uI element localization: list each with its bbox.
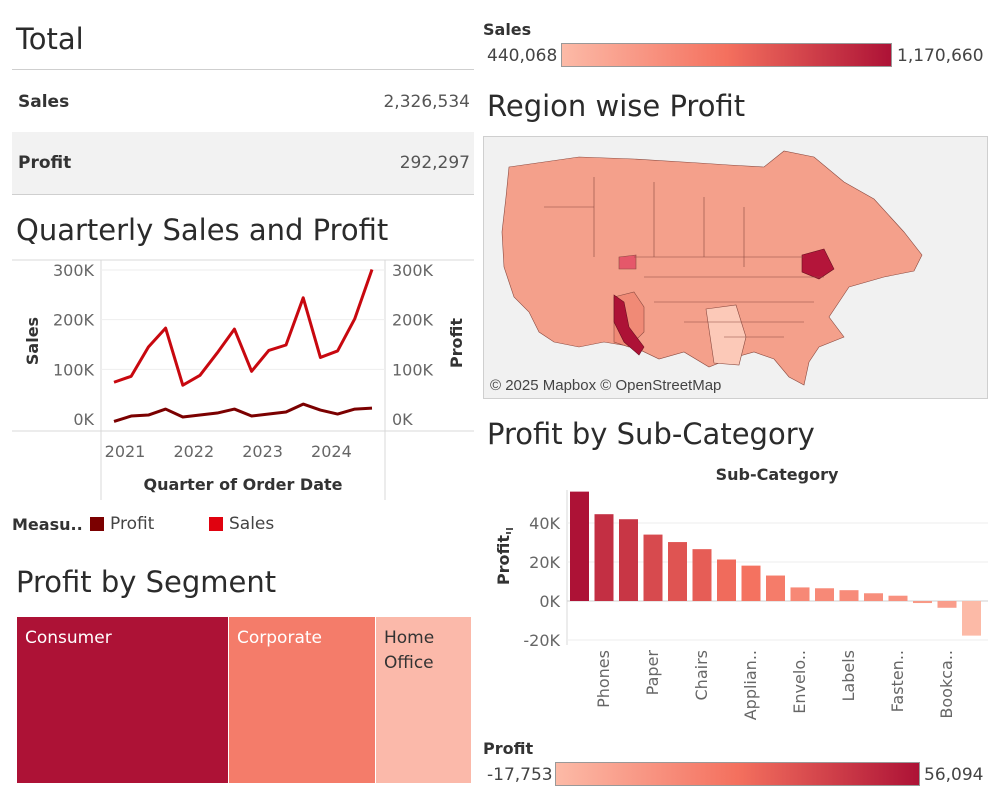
region-map-canvas bbox=[501, 150, 923, 386]
total-sales-row[interactable]: Sales 2,326,534 bbox=[12, 72, 474, 130]
treemap-cell-consumer[interactable]: Consumer bbox=[17, 617, 228, 783]
subcat-bar bbox=[962, 601, 981, 636]
legend-swatch-profit bbox=[90, 517, 104, 531]
quarterly-chart[interactable]: 300K 200K 100K 0K 300K 200K 100K 0K 2021 2022 20… bbox=[0, 255, 480, 505]
quarterly-xtick: 2022 bbox=[173, 442, 214, 461]
profit-legend-gradient bbox=[555, 762, 920, 786]
subcat-bar bbox=[668, 542, 687, 601]
profit-legend-max: 56,094 bbox=[924, 765, 984, 785]
map-borders bbox=[544, 177, 824, 338]
subcat-xlabel: Labels bbox=[839, 650, 858, 702]
profit-series-line bbox=[113, 402, 373, 423]
subcat-xlabel: Chairs bbox=[692, 650, 711, 700]
map-land bbox=[501, 150, 923, 386]
quarterly-ylabel-right: Profit bbox=[447, 318, 466, 368]
subcat-bar bbox=[643, 534, 663, 601]
quarterly-xtick: 2021 bbox=[105, 442, 146, 461]
subcat-bar bbox=[864, 593, 883, 601]
subcat-bar bbox=[741, 565, 761, 601]
treemap-cell-home-office[interactable]: Home Office bbox=[376, 617, 471, 783]
subcat-xlabel: Paper bbox=[643, 650, 662, 696]
subcat-ytick: 40K bbox=[529, 514, 560, 533]
treemap-label-corporate: Corporate bbox=[237, 628, 322, 648]
legend-swatch-sales bbox=[209, 517, 223, 531]
map-attribution[interactable]: © 2025 Mapbox © OpenStreetMap bbox=[490, 377, 722, 394]
sales-legend-gradient bbox=[561, 43, 892, 67]
legend-title: Measu.. bbox=[12, 515, 83, 534]
subcat-bar bbox=[790, 587, 810, 601]
quarterly-ytick-left: 200K bbox=[53, 311, 95, 330]
map-state-light bbox=[705, 304, 747, 366]
profit-legend-title: Profit bbox=[483, 739, 534, 758]
quarterly-xlabel: Quarter of Order Date bbox=[144, 475, 343, 494]
subcat-ytick: -20K bbox=[523, 631, 560, 650]
treemap-label-consumer: Consumer bbox=[25, 628, 112, 648]
sales-legend-max: 1,170,660 bbox=[897, 46, 984, 66]
quarterly-ylabel-left: Sales bbox=[23, 317, 42, 365]
sort-icon bbox=[506, 528, 513, 534]
legend-item-profit[interactable]: Profit bbox=[88, 512, 178, 536]
subcat-ytick: 0K bbox=[539, 592, 560, 611]
subcat-xlabel: Bookca.. bbox=[937, 650, 956, 719]
sales-legend-min: 440,068 bbox=[487, 46, 558, 66]
total-title: Total bbox=[16, 22, 84, 56]
segment-title: Profit by Segment bbox=[16, 565, 277, 599]
subcat-ylabel: Profit bbox=[494, 535, 513, 585]
legend-label-profit: Profit bbox=[110, 514, 155, 534]
quarterly-xtick: 2023 bbox=[242, 442, 283, 461]
total-sales-label: Sales bbox=[18, 92, 70, 112]
subcat-chart[interactable]: Sub-Category Profit 40K 20K 0K -20K Phones P… bbox=[483, 460, 993, 730]
map-state-california bbox=[613, 294, 645, 356]
subcat-bar bbox=[913, 601, 932, 604]
total-sales-value: 2,326,534 bbox=[383, 92, 470, 112]
quarterly-ytick-right: 100K bbox=[392, 360, 434, 379]
sales-legend-title: Sales bbox=[483, 20, 532, 39]
subcat-bar bbox=[570, 491, 589, 601]
subcat-xlabel: Phones bbox=[594, 650, 613, 708]
quarterly-xtick: 2024 bbox=[311, 442, 352, 461]
subcat-xlabel: Envelo.. bbox=[790, 650, 809, 714]
map-state-new-york bbox=[801, 248, 835, 280]
quarterly-ytick-left: 100K bbox=[53, 360, 95, 379]
quarterly-ytick-left: 300K bbox=[53, 261, 95, 280]
subcat-bar bbox=[717, 559, 736, 601]
treemap-label-home-office: Home Office bbox=[384, 628, 435, 673]
subcat-bar bbox=[937, 601, 957, 608]
subcat-bar bbox=[839, 590, 859, 601]
total-bottom-divider bbox=[12, 194, 474, 195]
subcat-header: Sub-Category bbox=[716, 465, 839, 484]
total-profit-label: Profit bbox=[18, 153, 72, 173]
quarterly-title: Quarterly Sales and Profit bbox=[16, 213, 389, 247]
subcat-title: Profit by Sub-Category bbox=[487, 417, 815, 451]
subcat-bar bbox=[692, 549, 712, 601]
legend-label-sales: Sales bbox=[229, 514, 275, 534]
region-title: Region wise Profit bbox=[487, 89, 746, 123]
profit-legend-min: -17,753 bbox=[487, 765, 553, 785]
subcat-bar bbox=[888, 595, 908, 601]
subcat-bar bbox=[594, 514, 614, 601]
map-state-washington bbox=[618, 254, 637, 270]
subcat-bar bbox=[766, 575, 785, 601]
total-divider bbox=[12, 69, 474, 70]
subcat-xlabel: Fasten.. bbox=[888, 650, 907, 712]
subcat-bar bbox=[815, 588, 834, 601]
quarterly-ytick-right: 0K bbox=[392, 410, 413, 429]
total-profit-value: 292,297 bbox=[399, 153, 470, 173]
subcat-ytick: 20K bbox=[529, 553, 560, 572]
quarterly-ytick-right: 300K bbox=[392, 261, 434, 280]
subcat-xlabel: Applian.. bbox=[741, 650, 760, 720]
total-profit-row[interactable]: Profit 292,297 bbox=[12, 132, 474, 194]
quarterly-ytick-left: 0K bbox=[73, 410, 94, 429]
subcat-bar bbox=[619, 519, 638, 601]
treemap-cell-corporate[interactable]: Corporate bbox=[229, 617, 375, 783]
region-map[interactable]: © 2025 Mapbox © OpenStreetMap bbox=[483, 136, 988, 399]
sales-series-line bbox=[113, 269, 374, 387]
legend-item-sales[interactable]: Sales bbox=[207, 512, 297, 536]
quarterly-ytick-right: 200K bbox=[392, 311, 434, 330]
